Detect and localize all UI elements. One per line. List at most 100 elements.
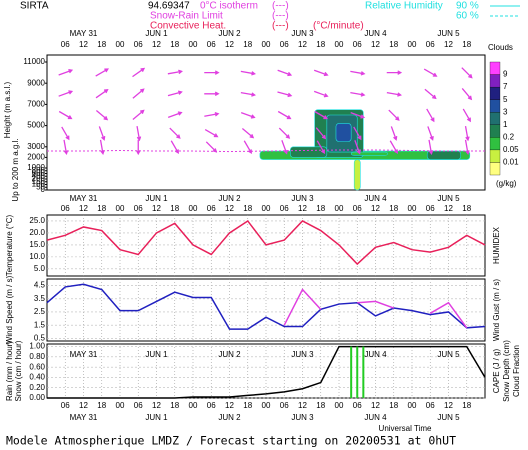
x-tick-label: 12 — [225, 40, 234, 49]
snow-rain-legend: Snow-Rain Limit — [150, 11, 223, 22]
y-tick-label: 400 — [32, 171, 46, 180]
x-tick-label: 18 — [243, 401, 252, 410]
x-tick-label: 00 — [335, 401, 344, 410]
day-label: JUN 5 — [437, 194, 460, 203]
wind-arrow — [243, 140, 252, 155]
day-label: JUN 5 — [437, 413, 460, 422]
rain-bar — [350, 346, 353, 398]
wind-arrow — [58, 110, 73, 120]
x-tick-label: 18 — [97, 204, 106, 213]
wind-arrow — [281, 139, 288, 155]
x-tick-label: 00 — [116, 40, 125, 49]
x-tick-label: 18 — [462, 204, 471, 213]
wind-arrow — [461, 88, 473, 101]
x-tick-label: 06 — [353, 40, 362, 49]
axis-title: Wind Gust (m / s) — [492, 279, 501, 342]
y-tick-label: 10.0 — [29, 252, 45, 261]
rain-bar — [356, 346, 359, 398]
wind-arrow — [240, 91, 256, 97]
y-tick-label: 0.5 — [34, 333, 46, 342]
colorbar-label: 0.01 — [503, 158, 519, 167]
x-tick-label: 12 — [152, 204, 161, 213]
wind-arrow — [426, 108, 435, 123]
colorbar-title: Clouds — [488, 43, 513, 52]
wind-arrow — [461, 67, 473, 79]
y-tick-label: 9000 — [27, 78, 45, 87]
colorbar-swatch — [489, 61, 501, 75]
axis-title: Wind Speed (m / s) — [5, 275, 14, 344]
x-tick-label: 06 — [134, 204, 143, 213]
wind-arrow — [424, 88, 437, 100]
wind-arrow — [169, 127, 181, 139]
x-tick-label: 18 — [170, 40, 179, 49]
x-tick-label: 18 — [462, 40, 471, 49]
x-tick-label: 06 — [207, 401, 216, 410]
x-tick-label: 00 — [408, 40, 417, 49]
colorbar-swatch — [489, 124, 501, 138]
wind-arrow — [204, 70, 220, 75]
y-tick-label: 50 — [36, 182, 45, 191]
day-label: JUN 2 — [218, 413, 241, 422]
day-label: JUN 4 — [364, 29, 387, 38]
wind-arrow — [277, 110, 292, 120]
wind-arrow — [99, 139, 105, 156]
axis-title: Temperature (°C) — [5, 214, 14, 276]
x-tick-label: 12 — [225, 401, 234, 410]
day-label: JUN 1 — [145, 29, 168, 38]
y-tick-label: 600 — [32, 169, 46, 178]
axis-title: Height (m a.s.l.) — [3, 81, 12, 138]
day-label: JUN 2 — [218, 350, 241, 359]
x-tick-label: 06 — [61, 204, 70, 213]
colorbar-label: 1 — [503, 120, 508, 129]
y-tick-label: 1.5 — [34, 320, 46, 329]
x-tick-label: 00 — [262, 40, 271, 49]
colorbar-swatch — [489, 137, 501, 151]
y-tick-label: 1.00 — [29, 342, 45, 351]
colorbar-label: 5 — [503, 95, 508, 104]
legend-symbol: (---) — [272, 1, 289, 12]
y-tick-label: 15.0 — [29, 240, 45, 249]
wind-arrow — [167, 90, 183, 97]
y-tick-label: 2.5 — [34, 307, 46, 316]
y-tick-label: 7000 — [27, 100, 45, 109]
day-label: JUN 3 — [291, 194, 314, 203]
x-tick-label: 12 — [371, 40, 380, 49]
wind-arrow — [277, 91, 293, 98]
x-tick-label: 12 — [371, 204, 380, 213]
wind-arrow — [240, 70, 256, 76]
day-label: JUN 3 — [291, 29, 314, 38]
x-tick-label: 12 — [225, 204, 234, 213]
x-tick-label: 18 — [170, 204, 179, 213]
wind-arrow — [170, 140, 179, 155]
wind-arrow — [427, 126, 434, 141]
wind-arrow — [95, 68, 109, 77]
x-tick-label: 06 — [426, 204, 435, 213]
wind-arrow — [464, 126, 470, 142]
series-line — [46, 219, 486, 266]
series-line — [47, 345, 486, 399]
x-tick-label: 18 — [97, 401, 106, 410]
x-tick-label: 06 — [426, 40, 435, 49]
colorbar-label: 9 — [503, 70, 508, 79]
colorbar-label: 7 — [503, 82, 508, 91]
x-tick-label: 06 — [61, 40, 70, 49]
x-tick-label: 00 — [408, 204, 417, 213]
x-tick-label: 12 — [298, 40, 307, 49]
y-tick-label: 150 — [32, 177, 46, 186]
x-tick-label: 00 — [189, 204, 198, 213]
y-tick-label: 25.0 — [29, 216, 45, 225]
axis-title: CAPE (J / g) — [492, 348, 501, 393]
x-tick-label: 12 — [79, 401, 88, 410]
y-tick-label: 3000 — [27, 142, 45, 151]
y-tick-label: 0 — [41, 185, 46, 194]
day-label: MAY 31 — [70, 29, 98, 38]
wind-arrow — [278, 127, 291, 139]
x-tick-label: 18 — [389, 40, 398, 49]
wind-arrow — [277, 69, 293, 77]
wind-arrow — [350, 111, 366, 119]
x-tick-label: 00 — [116, 401, 125, 410]
colorbar-label: 3 — [503, 107, 508, 116]
x-tick-label: 18 — [316, 204, 325, 213]
wind-arrow — [313, 90, 329, 98]
day-label: JUN 3 — [291, 350, 314, 359]
